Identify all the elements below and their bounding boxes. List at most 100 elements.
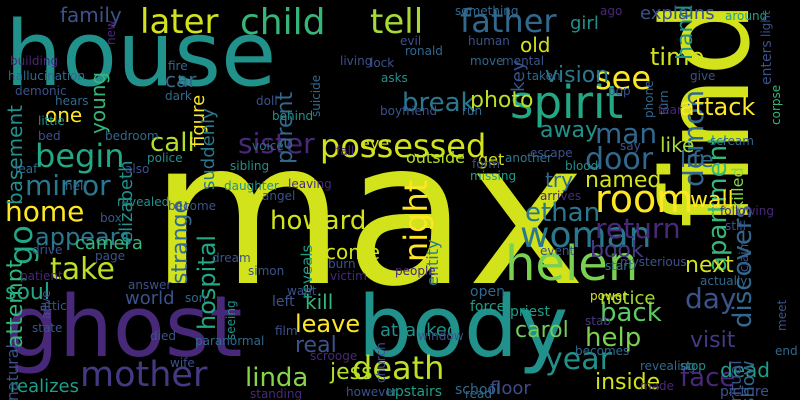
cloud-word: church [374,342,388,383]
cloud-word: human [468,34,510,48]
cloud-word: people [395,264,436,278]
cloud-word: bedroom [105,129,159,143]
cloud-word: book [590,238,644,263]
cloud-word: living [340,54,373,68]
cloud-word: mental [502,54,545,68]
cloud-word: move [470,54,504,68]
cloud-word: mirror [25,169,111,202]
cloud-word: entity [423,239,442,286]
cloud-word: blood [565,159,599,173]
cloud-word: scrooge [310,349,358,363]
cloud-word: becomes [575,344,630,358]
cloud-word: evil [400,34,422,48]
cloud-word: notice [600,288,656,309]
cloud-word: death [352,349,445,387]
cloud-word: supernatural [3,344,22,400]
cloud-word: daughter [224,179,279,193]
cloud-word: tell [370,2,424,42]
cloud-word: also [125,162,150,176]
cloud-word: leaving [288,177,332,191]
cloud-word: attacked [380,320,459,341]
cloud-word: helen [505,236,639,292]
cloud-word: become [168,199,217,213]
cloud-word: next [685,253,734,278]
cloud-word: lock [370,56,395,70]
cloud-word: light [759,10,773,37]
cloud-word: sibling [230,159,270,173]
cloud-word: escape [530,146,573,160]
cloud-word: demonic [15,84,67,98]
cloud-word: fall [336,144,355,158]
cloud-word: want [287,284,317,298]
cloud-word: scream [710,134,754,148]
cloud-word: hell [65,179,87,193]
cloud-word: still [725,219,746,233]
cloud-word: hallucination [8,69,86,83]
cloud-word: bed [38,129,61,143]
cloud-word: fear [658,103,682,117]
cloud-word: read [465,387,493,400]
cloud-word: end [775,344,798,358]
cloud-word: woman [520,215,652,256]
cloud-word: visit [690,328,736,353]
cloud-word: photo [470,88,534,113]
cloud-word: another [505,151,552,165]
cloud-word: little [38,114,65,128]
cloud-word: left [272,294,295,310]
cloud-word: picture [720,384,769,400]
cloud-word: door [585,142,654,177]
cloud-word: phone [642,80,656,118]
cloud-word: made [640,379,675,393]
cloud-word: back [600,298,662,328]
cloud-word: outside [406,148,465,167]
cloud-word: mother [80,355,208,395]
cloud-word: building [10,54,59,68]
cloud-word: corpse [769,84,783,125]
cloud-word: ago [600,4,623,18]
cloud-word: attic [40,299,67,313]
cloud-word: taken [527,69,561,83]
cloud-word: patient [20,269,63,283]
cloud-word: behind [272,109,314,123]
cloud-word: stab [585,314,611,328]
cloud-word: car [165,68,197,92]
cloud-word: open [470,284,505,300]
cloud-word: time [650,43,705,71]
cloud-word: jess [330,360,373,385]
cloud-word: enters [759,40,775,85]
cloud-word: suddenly [198,108,219,190]
cloud-word: come [325,240,381,264]
cloud-word: parent [273,91,298,164]
cloud-word: paranormal [195,334,265,348]
cloud-word: dream [212,251,251,265]
cloud-word: body [358,278,569,377]
cloud-word: attack [680,93,756,121]
cloud-word: day [685,282,737,315]
cloud-word: max [150,98,586,331]
cloud-word: floor [490,378,531,399]
cloud-word: run [462,104,483,118]
cloud-word: return [595,212,681,245]
cloud-word: son [185,291,207,305]
cloud-word: stop [680,359,706,373]
cloud-word: wife [170,356,195,370]
cloud-word: get [478,150,505,169]
cloud-word: like [660,133,695,157]
cloud-word: wall [690,188,734,213]
cloud-word: explains [640,3,715,24]
cloud-word: mysterious [620,255,687,269]
cloud-word: actually [700,274,748,288]
cloud-word: man [595,117,658,150]
cloud-word: home [5,195,85,228]
cloud-word: sister [238,127,315,160]
cloud-word: form [472,157,500,171]
cloud-word: possessed [320,127,487,165]
cloud-word: one [45,103,83,127]
cloud-word: house [5,2,277,107]
cloud-word: ghost [5,278,243,377]
cloud-word: however [346,385,398,399]
cloud-word: named [585,168,662,193]
cloud-word: something [455,4,519,18]
cloud-word: young [86,71,110,134]
